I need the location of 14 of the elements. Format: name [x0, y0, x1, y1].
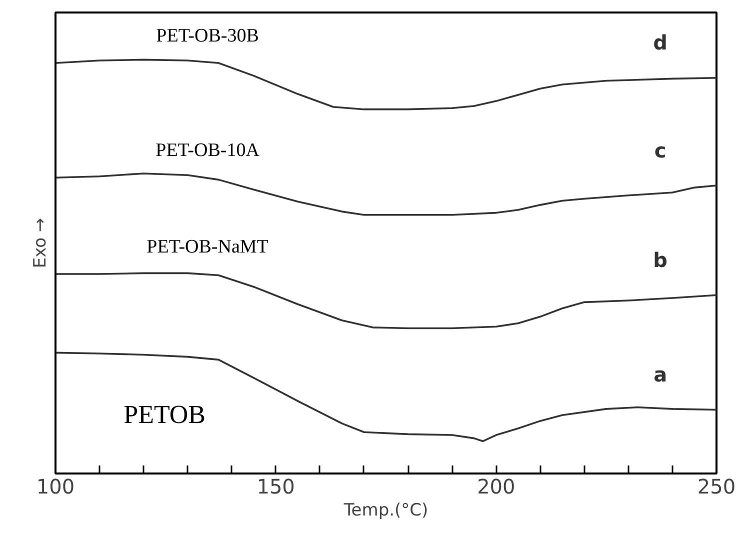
text: d — [653, 30, 668, 55]
x-tick-label: 200 — [477, 474, 516, 498]
series-label: PET-OB-30B — [156, 26, 259, 47]
x-tick-label: 250 — [697, 474, 736, 498]
series-label: PET-OB-NaMT — [146, 236, 269, 258]
x-tick-label: 150 — [256, 474, 295, 498]
x-axis-title: Temp.(°C) — [342, 500, 428, 520]
annotation: a — [654, 362, 668, 387]
series-label: PETOB — [124, 400, 206, 430]
x-tick-label: 100 — [36, 474, 75, 498]
annotation: c — [654, 138, 666, 162]
series-label: PET-OB-10A — [156, 140, 260, 162]
annotation: b — [653, 248, 668, 272]
y-axis-title: Exo → — [30, 218, 50, 268]
